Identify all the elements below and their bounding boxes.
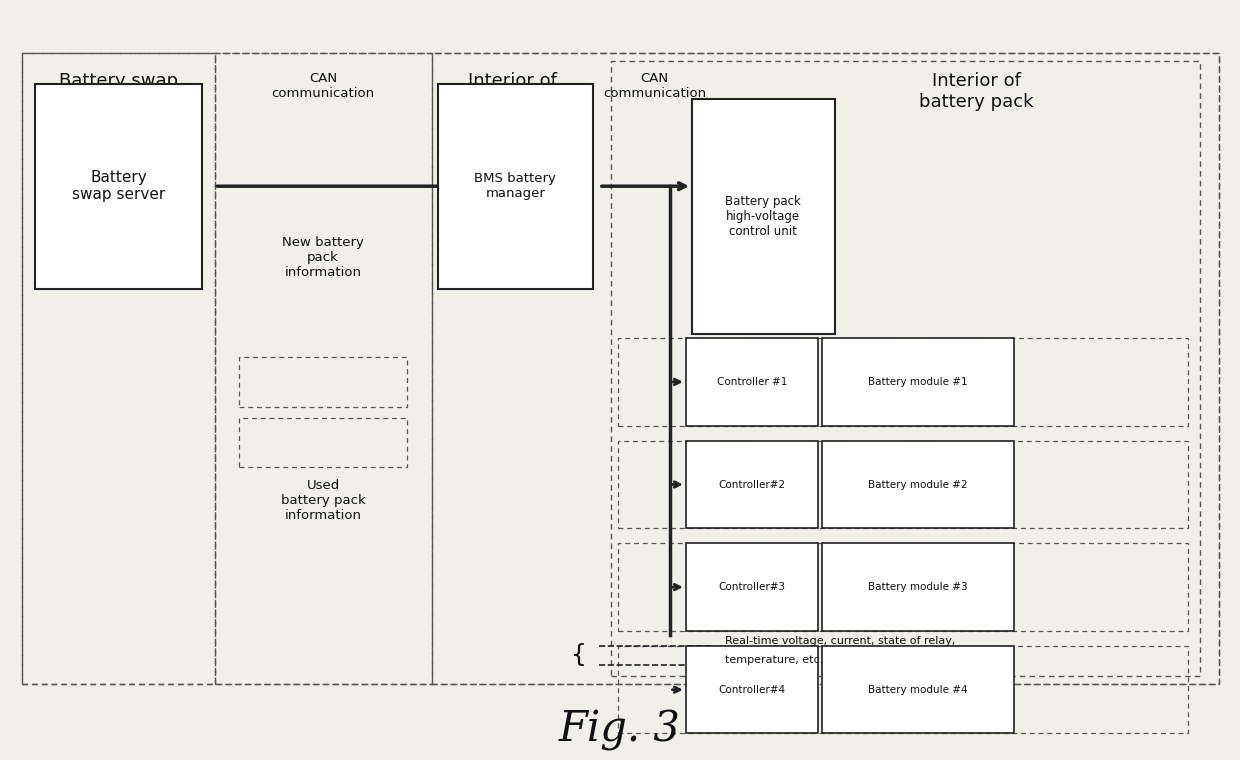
Bar [618,338,1188,426]
Text: Battery module #3: Battery module #3 [868,582,968,592]
Text: temperature, etc.: temperature, etc. [725,655,823,665]
Text: Battery swap
apparatus: Battery swap apparatus [58,72,179,111]
Bar [239,418,407,467]
Bar [692,99,835,334]
Bar [35,84,202,289]
Text: Battery module #4: Battery module #4 [868,685,968,695]
Text: Controller#3: Controller#3 [718,582,786,592]
Bar [686,646,818,733]
Text: Battery module #2: Battery module #2 [868,480,968,489]
Bar [432,53,1219,684]
Bar [822,338,1014,426]
Text: Battery pack
high-voltage
control unit: Battery pack high-voltage control unit [725,195,801,238]
Text: Controller#4: Controller#4 [718,685,786,695]
Text: CAN
communication: CAN communication [603,72,707,100]
Text: New battery
pack
information: New battery pack information [281,236,365,279]
Bar [686,338,818,426]
Text: {: { [570,643,587,667]
Text: Used
battery pack
information: Used battery pack information [280,479,366,522]
Bar [618,543,1188,631]
Text: Battery module #1: Battery module #1 [868,377,968,387]
Bar [822,441,1014,528]
Text: Interior of
vehicle body: Interior of vehicle body [455,72,569,111]
Bar [438,84,593,289]
Text: BMS battery
manager: BMS battery manager [474,173,557,200]
Text: Battery
swap server: Battery swap server [72,170,165,202]
Text: Interior of
battery pack: Interior of battery pack [919,72,1034,111]
Bar [822,646,1014,733]
Text: Real-time voltage, current, state of relay,: Real-time voltage, current, state of rel… [725,636,956,646]
Bar [22,53,1219,684]
Text: Controller #1: Controller #1 [717,377,787,387]
Text: CAN
communication: CAN communication [272,72,374,100]
Bar [618,441,1188,528]
Text: Fig. 3: Fig. 3 [559,708,681,751]
Text: Controller#2: Controller#2 [718,480,786,489]
Bar [686,441,818,528]
Bar [22,53,215,684]
Bar [239,357,407,407]
Bar [215,53,432,684]
Bar [686,543,818,631]
Bar [822,543,1014,631]
Bar [611,61,1200,676]
Bar [618,646,1188,733]
